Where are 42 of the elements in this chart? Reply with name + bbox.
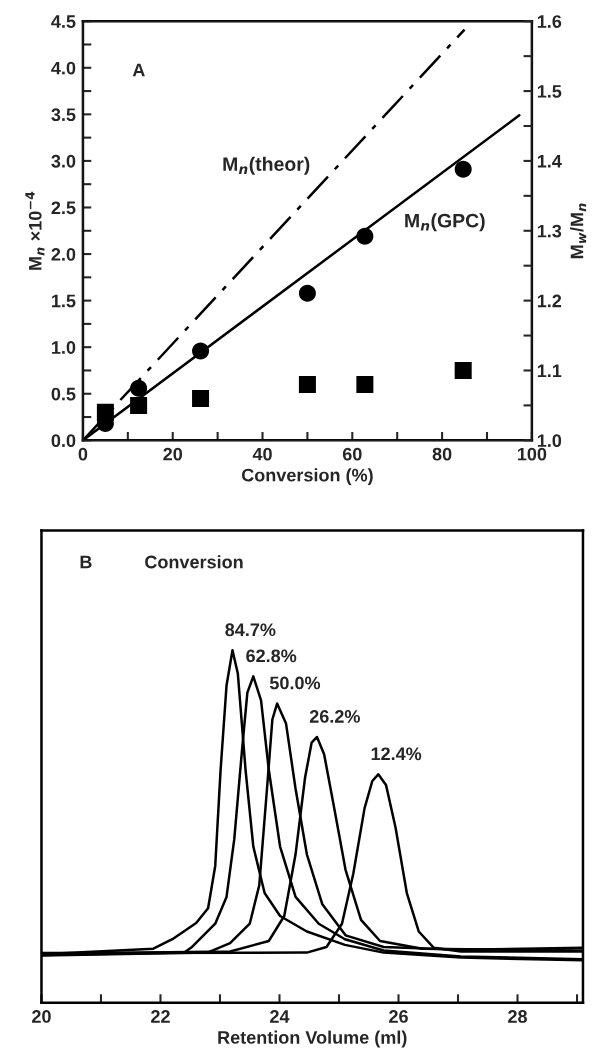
y2-tick-label: 1.4 [537,155,562,168]
x-axis-title: Conversion (%) [241,468,373,486]
text: 1.0 [52,341,76,354]
text: 3.0 [51,154,76,168]
y2-tick-label: 1.5 [537,85,562,98]
y-tick-label: 1.5 [52,294,76,308]
y2-tick-label: 1.2 [537,294,562,308]
annotation: M$_{n}$(GPC) [405,213,485,232]
annotation: M$_{n}$(theor) [223,156,310,175]
text: 4.0 [51,61,76,75]
series-label: 26.2% [309,710,360,723]
text: 2.0 [51,247,76,261]
y2-tick-label: 1.3 [537,224,562,238]
y2-axis-title: M$_{w}$/M$_{n}$ [570,203,587,259]
annotation: A [132,63,145,77]
x-axis-title: Retention Volume (ml) [218,1030,407,1048]
series-label: 12.4% [371,747,422,761]
x-tick-label: 22 [151,1010,170,1023]
series-label: 62.8% [246,649,297,663]
x-tick-label: 0 [78,447,88,461]
text: 1.0 [537,434,562,448]
x-tick-label: 24 [270,1010,290,1023]
series-label: 84.7% [225,623,276,637]
x-tick-label: 28 [508,1010,527,1023]
x-tick-label: 40 [252,447,272,461]
x-tick-label: 26 [389,1010,408,1023]
y-axis-title: M$_{n}$ ×10$^{−4}$ [25,191,45,270]
x-tick-label: 100 [517,447,547,461]
y-tick-label: 2.5 [51,201,76,215]
y2-tick-label: 1.1 [537,364,562,378]
x-tick-label: 20 [32,1010,51,1023]
text: B [80,555,92,569]
x-tick-label: 80 [432,447,452,461]
series-label: 50.0% [269,676,321,690]
y-tick-label: 3.5 [51,108,76,122]
text: 0.0 [51,434,76,448]
y-tick-label: 0.5 [51,387,76,401]
x-tick-label: 20 [163,447,183,461]
y-tick-label: 4.5 [51,15,76,28]
y2-tick-label: 1.6 [537,15,562,28]
x-tick-label: 60 [342,447,362,461]
text: Conversion [145,555,243,569]
